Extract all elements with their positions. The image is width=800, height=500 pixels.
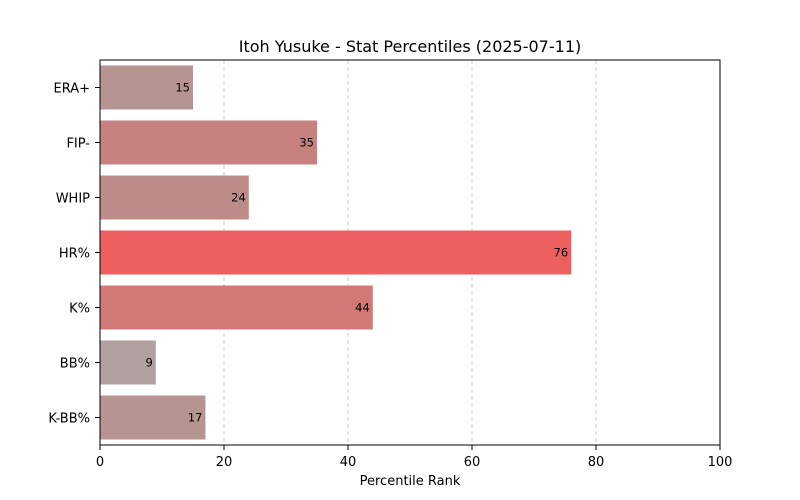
bar-bb- [100,340,156,385]
y-axis-ticks: ERA+ FIP- WHIP HR% K% BB% K-BB% [48,82,100,427]
y-tick-label: BB% [60,357,90,372]
y-tick-label: FIP- [66,137,90,152]
bars: 15 35 24 76 44 9 17 [100,65,572,440]
x-tick-label: 60 [464,455,481,470]
y-tick-label: ERA+ [53,82,90,97]
bar-era- [100,65,193,110]
x-tick-label: 20 [216,455,233,470]
y-tick-label: K-BB% [48,412,90,427]
bar-k- [100,285,373,330]
chart-title: Itoh Yusuke - Stat Percentiles (2025-07-… [239,37,581,56]
bar-fip- [100,120,317,165]
y-tick-label: HR% [59,247,90,262]
bar-value-label: 44 [355,301,370,315]
bar-value-label: 35 [299,136,314,150]
bar-k-bb- [100,395,206,440]
y-tick-label: WHIP [56,192,90,207]
x-tick-label: 100 [708,455,733,470]
bar-value-label: 24 [231,191,246,205]
x-tick-label: 40 [340,455,357,470]
x-tick-label: 0 [96,455,104,470]
bar-value-label: 9 [145,356,152,370]
bar-value-label: 76 [554,246,569,260]
x-axis-label: Percentile Rank [360,474,461,489]
bar-value-label: 17 [188,411,203,425]
bar-value-label: 15 [175,81,190,95]
x-axis-ticks: 0 20 40 60 80 100 [96,445,733,470]
bar-hr- [100,230,572,275]
x-tick-label: 80 [588,455,605,470]
bar-whip [100,175,249,220]
y-tick-label: K% [69,302,90,317]
